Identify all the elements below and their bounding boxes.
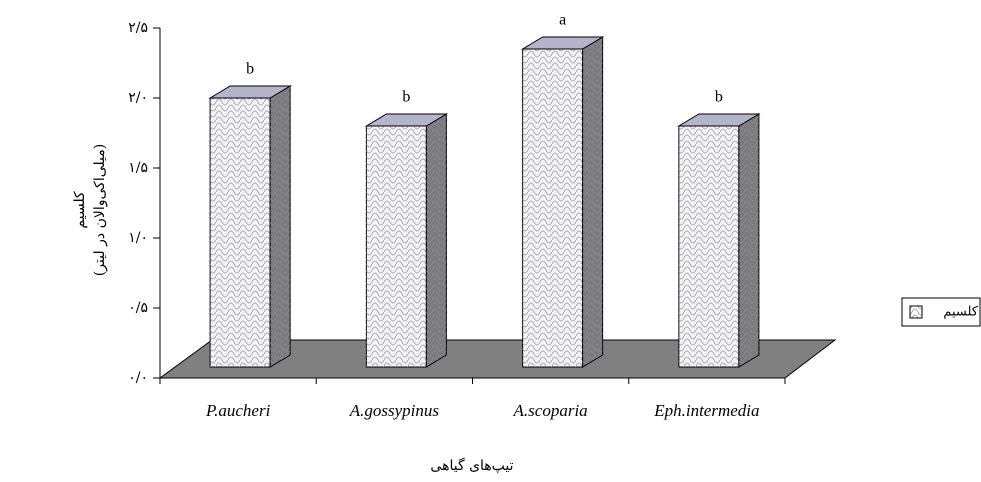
- bar-top: [520, 36, 605, 50]
- x-tick-label: A.scoparia: [513, 401, 588, 420]
- bar-front-hatch: [522, 49, 583, 367]
- x-tick-label: P.aucheri: [205, 401, 271, 420]
- bar-side-hatch: [582, 37, 603, 367]
- legend: کلسیم: [901, 297, 981, 327]
- bar-top: [364, 113, 449, 127]
- x-tick-label: A.gossypinus: [349, 401, 440, 420]
- y-tick-label: ۲/۵: [128, 20, 148, 36]
- y-axis-label: کلسیم: [72, 191, 88, 229]
- bar-front-hatch: [210, 98, 271, 367]
- bar-side-hatch: [738, 114, 759, 367]
- legend-label: کلسیم: [943, 305, 978, 320]
- y-tick-label: ۱/۵: [128, 160, 148, 176]
- y-axis-label: (میلی‌اکی‌والان در لیتر): [92, 144, 108, 276]
- y-tick-label: ۰/۵: [128, 300, 148, 316]
- x-tick-label: Eph.intermedia: [653, 401, 759, 420]
- bar: [208, 85, 292, 368]
- bar: [364, 113, 449, 368]
- y-tick-label: ۰/۰: [128, 370, 148, 386]
- x-axis-label: تیپ‌های گیاهی: [430, 457, 513, 474]
- floor: [158, 339, 837, 379]
- legend-swatch: [909, 305, 923, 319]
- bar-top: [677, 113, 761, 127]
- data-letter: b: [246, 61, 254, 78]
- bar: [520, 36, 605, 368]
- bar-front-hatch: [366, 126, 427, 367]
- y-tick-label: ۲/۰: [128, 90, 148, 106]
- bar-top: [208, 85, 292, 99]
- bar: [677, 113, 761, 368]
- data-letter: b: [402, 89, 410, 106]
- bar-side-hatch: [270, 86, 291, 367]
- data-letter: a: [559, 12, 566, 29]
- data-letter: b: [715, 89, 723, 106]
- y-tick-label: ۱/۰: [128, 230, 148, 246]
- bar-front-hatch: [678, 126, 739, 367]
- bar-side-hatch: [426, 114, 447, 367]
